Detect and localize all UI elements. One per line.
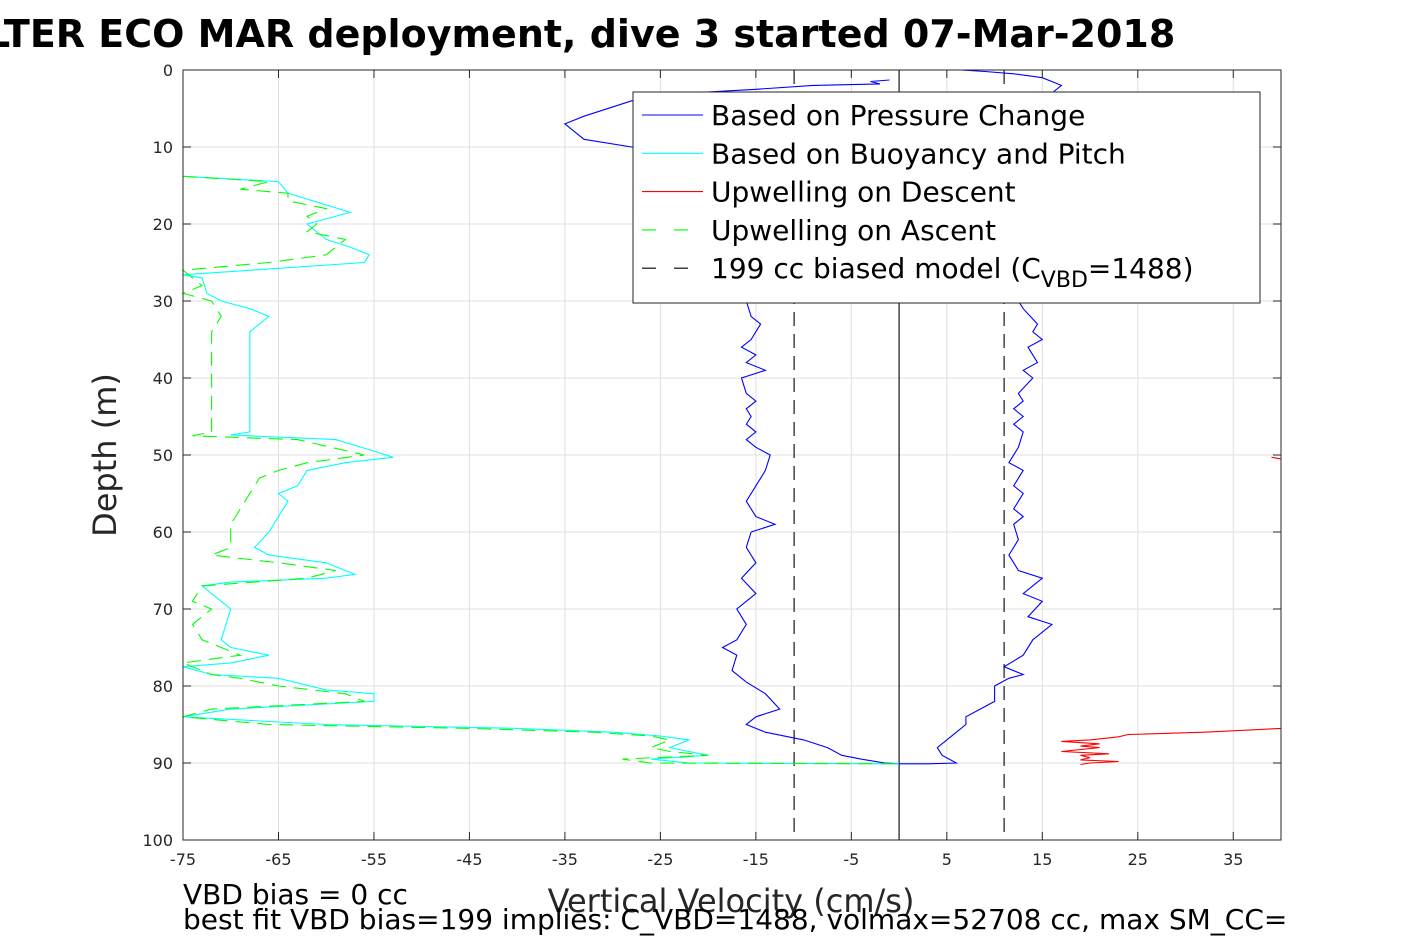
- y-tick-label: 30: [153, 292, 173, 311]
- x-tick-label: -15: [743, 850, 769, 869]
- y-tick-label: 0: [163, 61, 173, 80]
- x-tick-label: 25: [1128, 850, 1148, 869]
- series-line-based-on-buoyancy-and-pitch: [182, 175, 900, 765]
- y-tick-label: 90: [153, 754, 173, 773]
- footer-vbd-bias: VBD bias = 0 cc: [183, 878, 408, 911]
- legend-label: 199 cc biased model (CVBD=1488): [711, 252, 1194, 293]
- legend-label: Based on Buoyancy and Pitch: [711, 137, 1126, 170]
- legend-label: Upwelling on Ascent: [711, 214, 996, 247]
- series-line-upwelling-on-ascent: [180, 175, 900, 765]
- footer-best-fit: best fit VBD bias=199 implies: C_VBD=148…: [183, 903, 1287, 936]
- x-axis-label: Vertical Velocity (cm/s): [548, 882, 915, 920]
- y-axis-label: Depth (m): [86, 373, 124, 537]
- legend-box: [632, 91, 1261, 304]
- legend: Based on Pressure Change Based on Buoyanc…: [632, 91, 1261, 304]
- x-tick-label: 35: [1223, 850, 1243, 869]
- x-tick-label: -5: [843, 850, 859, 869]
- x-tick-label: -75: [170, 850, 196, 869]
- y-tick-label: 80: [153, 677, 173, 696]
- x-tick-label: 15: [1032, 850, 1052, 869]
- x-tick-label: -45: [456, 850, 482, 869]
- x-tick-label: 5: [942, 850, 952, 869]
- x-tick-label: -25: [647, 850, 673, 869]
- x-tick-label: -65: [265, 850, 291, 869]
- y-tick-label: 100: [142, 831, 173, 850]
- series-line-upwelling-on-descent: [1061, 727, 1282, 766]
- y-tick-label: 50: [153, 446, 173, 465]
- y-tick-label: 40: [153, 369, 173, 388]
- legend-label: Based on Pressure Change: [711, 99, 1085, 132]
- y-tick-label: 10: [153, 138, 173, 157]
- axis-ticks: -75 -65 -55 -45 -35 -25 -15 -5 5 15 25 350102030405…: [142, 61, 1281, 869]
- y-tick-label: 70: [153, 600, 173, 619]
- x-tick-label: -55: [361, 850, 387, 869]
- chart-title: LTER ECO MAR deployment, dive 3 started …: [0, 12, 1175, 56]
- series-line-upwelling-on-descent: [1271, 456, 1282, 460]
- legend-label: Upwelling on Descent: [711, 176, 1016, 209]
- y-tick-label: 60: [153, 523, 173, 542]
- x-tick-label: -35: [552, 850, 578, 869]
- y-tick-label: 20: [153, 215, 173, 234]
